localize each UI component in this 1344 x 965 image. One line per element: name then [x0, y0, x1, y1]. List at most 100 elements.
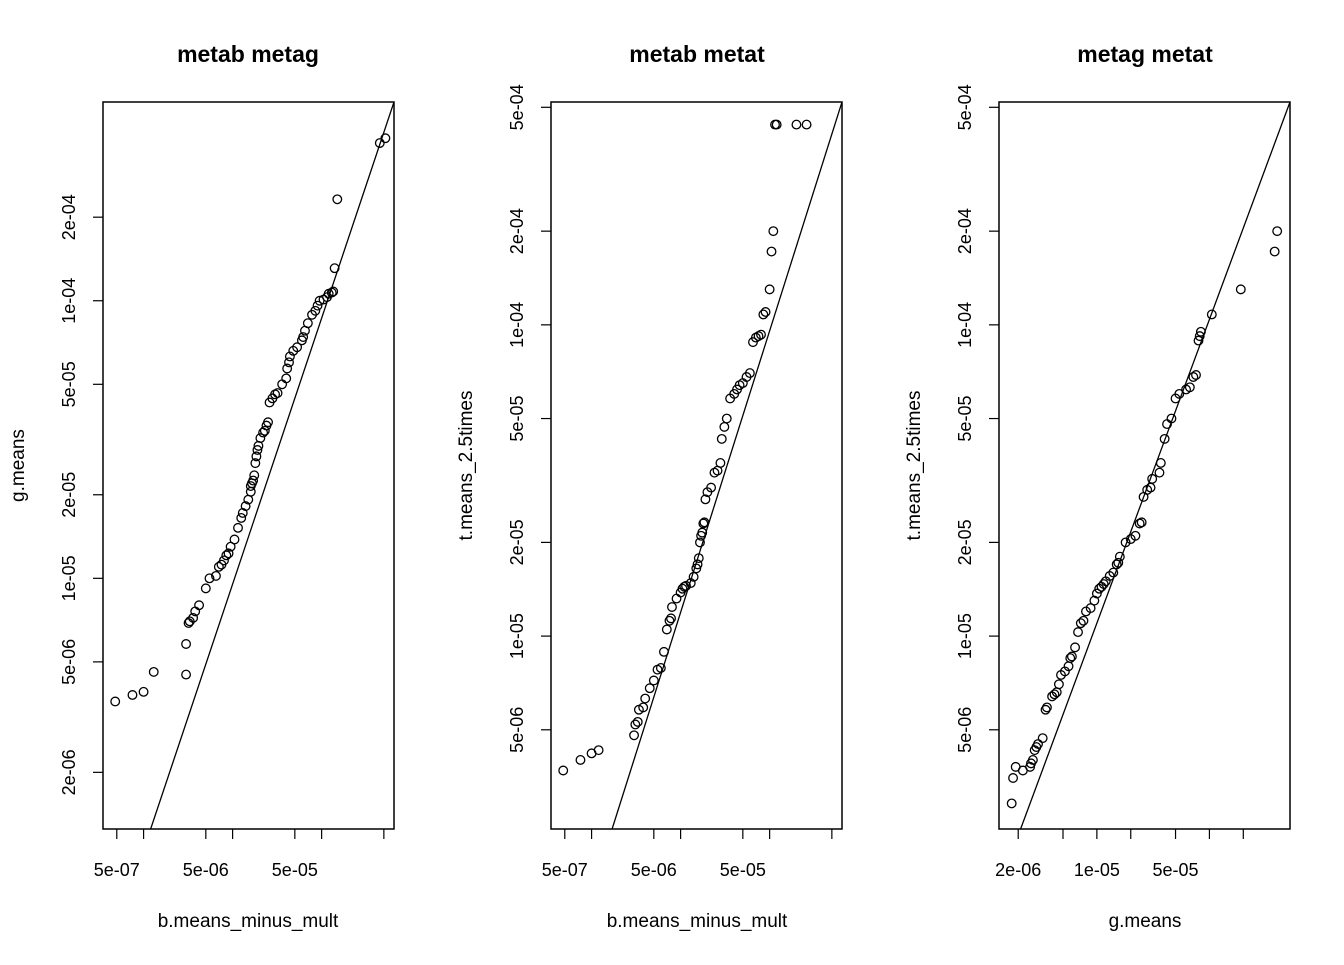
data-point	[715, 457, 726, 468]
x-tick-label: 5e-05	[272, 860, 318, 880]
data-point	[659, 646, 669, 657]
data-point	[664, 615, 675, 626]
data-point	[771, 119, 782, 130]
data-point	[691, 563, 702, 574]
data-point	[1006, 798, 1017, 809]
data-point	[245, 486, 256, 497]
data-point	[329, 263, 340, 274]
data-point	[1130, 530, 1141, 541]
fit-line	[150, 102, 394, 829]
fit-line	[1019, 102, 1290, 829]
data-point	[1053, 679, 1064, 690]
data-point	[698, 518, 709, 529]
data-point	[255, 433, 266, 444]
data-point	[661, 624, 672, 635]
fit-line	[611, 102, 842, 829]
data-point	[1070, 642, 1081, 653]
data-point	[1159, 433, 1170, 444]
data-point	[1235, 284, 1246, 295]
data-point	[292, 342, 303, 353]
x-tick-label: 1e-05	[1074, 860, 1120, 880]
data-point	[284, 351, 295, 362]
data-point	[1041, 702, 1052, 713]
data-point	[630, 719, 641, 730]
data-point	[558, 765, 569, 776]
data-point	[655, 663, 666, 673]
data-point	[1040, 704, 1051, 715]
data-point	[695, 537, 705, 548]
data-point	[1206, 309, 1217, 320]
data-point	[237, 507, 248, 518]
data-point	[248, 475, 259, 486]
data-point	[223, 548, 234, 559]
data-point	[1065, 653, 1076, 664]
data-point	[716, 433, 727, 444]
data-point	[756, 329, 766, 340]
data-point	[250, 458, 261, 469]
data-point	[263, 417, 273, 428]
x-tick-label: 5e-06	[631, 860, 677, 880]
data-point	[240, 501, 251, 512]
data-point	[1166, 413, 1177, 424]
data-point	[1114, 551, 1125, 562]
data-point	[744, 368, 755, 379]
data-point	[233, 522, 243, 533]
y-tick-label: 5e-04	[507, 84, 527, 130]
data-point	[791, 119, 802, 130]
plot-frame	[102, 101, 395, 830]
data-point	[640, 693, 651, 704]
data-point	[1120, 537, 1131, 548]
data-point	[204, 573, 215, 584]
chart-title: metab metat	[629, 41, 765, 67]
data-point	[700, 494, 711, 505]
y-tick-label: 1e-05	[955, 613, 975, 659]
y-tick-label: 5e-06	[59, 639, 79, 685]
y-tick-label: 2e-05	[507, 519, 527, 565]
y-tick-label: 2e-04	[955, 208, 975, 254]
x-tick-label: 5e-07	[94, 860, 140, 880]
data-point	[282, 363, 293, 374]
data-point	[221, 550, 232, 561]
data-point	[593, 745, 604, 756]
data-point	[699, 517, 710, 528]
data-point	[1027, 755, 1038, 765]
y-tick-label: 5e-05	[59, 361, 79, 407]
data-point	[281, 373, 292, 384]
data-point	[632, 716, 643, 727]
data-point	[1184, 382, 1195, 393]
data-point	[758, 309, 769, 320]
data-point	[251, 451, 262, 462]
data-point	[326, 287, 337, 298]
data-point	[194, 600, 205, 611]
chart-panel-1: metab metag 5e-07 5e-06 5e-05 2e-06 5e-06 1e-0…	[8, 41, 395, 932]
data-point	[644, 683, 655, 694]
data-point	[1147, 473, 1158, 484]
data-point	[760, 307, 771, 317]
data-point	[638, 702, 649, 713]
data-point	[706, 482, 717, 493]
data-point	[1195, 326, 1206, 337]
x-tick-label: 5e-07	[542, 860, 588, 880]
data-point	[332, 194, 343, 205]
data-point	[1108, 567, 1119, 578]
data-point	[1154, 467, 1165, 478]
data-point	[249, 470, 260, 481]
x-tick-label: 5e-05	[720, 860, 766, 880]
data-point	[1049, 689, 1060, 700]
data-point	[138, 686, 149, 697]
data-point	[374, 138, 385, 148]
y-tick-label: 5e-06	[955, 707, 975, 753]
data-point	[1269, 246, 1280, 257]
chart-panel-2: metab metat 5e-07 5e-06 5e-05 5e-06 1e-05 2e-0…	[456, 41, 843, 932]
y-axis-label: t.means_2.5times	[456, 391, 477, 541]
data-point	[1272, 226, 1283, 237]
data-point	[766, 246, 777, 257]
plot-frame	[998, 101, 1291, 830]
data-point	[328, 286, 339, 297]
y-tick-label: 1e-05	[59, 555, 79, 601]
y-tick-label: 1e-04	[59, 278, 79, 324]
data-point	[1098, 579, 1109, 589]
y-tick-label: 5e-04	[955, 84, 975, 130]
x-tick-label: 2e-06	[995, 860, 1041, 880]
